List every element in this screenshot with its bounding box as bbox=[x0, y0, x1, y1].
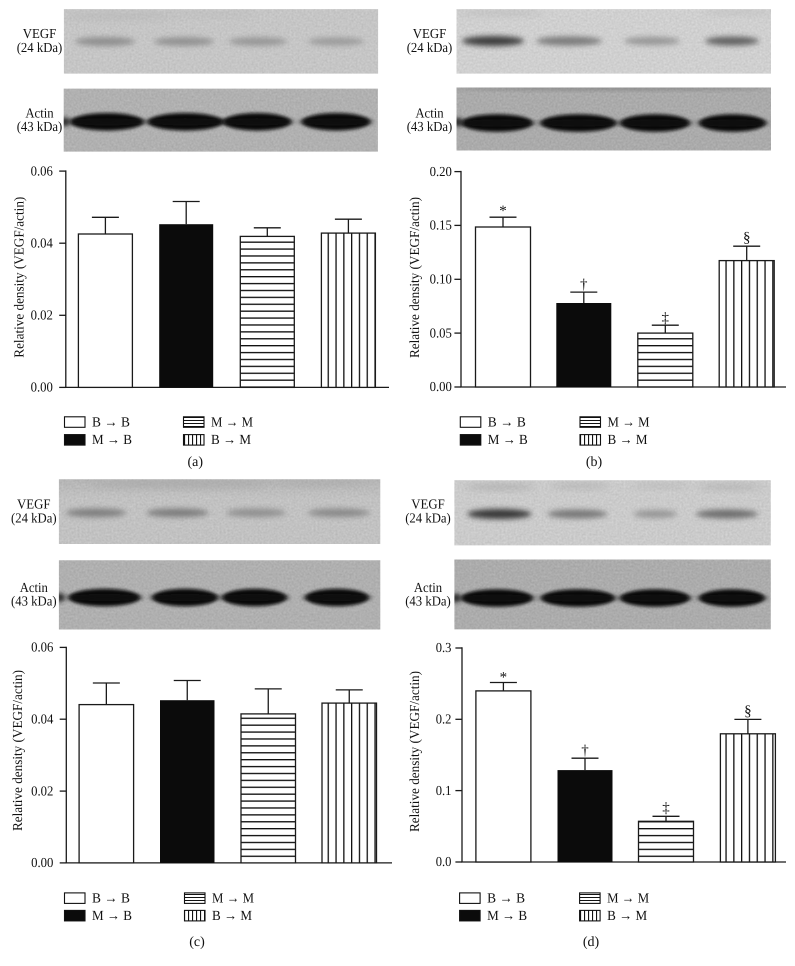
svg-text:(43 kDa): (43 kDa) bbox=[407, 119, 453, 134]
svg-text:‡: ‡ bbox=[662, 801, 670, 817]
svg-text:0.20: 0.20 bbox=[430, 164, 452, 179]
svg-text:B → M: B → M bbox=[211, 433, 252, 448]
svg-text:(b): (b) bbox=[586, 455, 603, 470]
svg-text:B → M: B → M bbox=[608, 433, 649, 448]
svg-text:M → M: M → M bbox=[608, 415, 650, 430]
svg-text:Relative density (VEGF/actin): Relative density (VEGF/actin) bbox=[10, 670, 25, 831]
svg-text:§: § bbox=[744, 703, 752, 719]
svg-text:0.05: 0.05 bbox=[430, 325, 452, 340]
svg-text:Actin: Actin bbox=[415, 106, 443, 121]
svg-text:(d): (d) bbox=[583, 935, 600, 950]
svg-text:0.00: 0.00 bbox=[31, 855, 53, 870]
svg-text:VEGF: VEGF bbox=[413, 26, 447, 41]
svg-text:0.04: 0.04 bbox=[31, 711, 53, 726]
svg-text:M → B: M → B bbox=[487, 909, 527, 924]
svg-text:(24 kDa): (24 kDa) bbox=[11, 511, 57, 526]
svg-text:§: § bbox=[743, 230, 751, 246]
svg-text:(c): (c) bbox=[189, 935, 205, 950]
svg-text:VEGF: VEGF bbox=[411, 497, 445, 512]
svg-text:B → B: B → B bbox=[487, 892, 525, 907]
svg-text:†: † bbox=[580, 277, 588, 293]
svg-text:0.2: 0.2 bbox=[436, 712, 452, 727]
svg-text:(a): (a) bbox=[188, 455, 204, 470]
svg-text:0.0: 0.0 bbox=[436, 854, 452, 869]
svg-text:M → B: M → B bbox=[92, 909, 132, 924]
svg-text:0.3: 0.3 bbox=[436, 640, 452, 655]
svg-text:M → M: M → M bbox=[211, 415, 253, 430]
svg-text:Actin: Actin bbox=[20, 580, 48, 595]
svg-text:*: * bbox=[500, 670, 508, 686]
svg-text:B → M: B → M bbox=[607, 909, 648, 924]
svg-text:0.02: 0.02 bbox=[31, 783, 53, 798]
svg-text:(24 kDa): (24 kDa) bbox=[17, 40, 63, 55]
svg-text:0.06: 0.06 bbox=[31, 163, 53, 178]
svg-text:0.00: 0.00 bbox=[430, 379, 452, 394]
svg-text:0.02: 0.02 bbox=[31, 308, 53, 323]
svg-text:0.15: 0.15 bbox=[430, 218, 452, 233]
svg-text:(24 kDa): (24 kDa) bbox=[407, 40, 453, 55]
svg-text:‡: ‡ bbox=[662, 311, 670, 327]
svg-text:B → B: B → B bbox=[92, 892, 130, 907]
svg-text:(43 kDa): (43 kDa) bbox=[11, 594, 57, 609]
svg-text:B → M: B → M bbox=[212, 909, 253, 924]
svg-text:0.00: 0.00 bbox=[31, 380, 53, 395]
svg-text:(43 kDa): (43 kDa) bbox=[17, 119, 63, 134]
svg-text:(43 kDa): (43 kDa) bbox=[405, 594, 451, 609]
svg-text:0.1: 0.1 bbox=[436, 783, 452, 798]
svg-text:0.04: 0.04 bbox=[31, 235, 53, 250]
svg-text:Relative density (VEGF/actin): Relative density (VEGF/actin) bbox=[407, 197, 422, 358]
svg-text:0.06: 0.06 bbox=[31, 640, 53, 655]
svg-text:Relative density (VEGF/actin): Relative density (VEGF/actin) bbox=[12, 197, 27, 358]
svg-text:VEGF: VEGF bbox=[17, 497, 51, 512]
svg-text:M → B: M → B bbox=[488, 433, 528, 448]
svg-text:Actin: Actin bbox=[25, 106, 53, 121]
svg-text:B → B: B → B bbox=[488, 415, 526, 430]
svg-text:0.10: 0.10 bbox=[430, 272, 452, 287]
svg-text:VEGF: VEGF bbox=[23, 26, 57, 41]
svg-text:M → B: M → B bbox=[92, 433, 132, 448]
svg-text:*: * bbox=[499, 204, 507, 220]
svg-text:B → B: B → B bbox=[92, 415, 130, 430]
svg-text:Actin: Actin bbox=[414, 580, 442, 595]
svg-text:M → M: M → M bbox=[607, 892, 649, 907]
svg-text:(24 kDa): (24 kDa) bbox=[405, 511, 451, 526]
svg-text:†: † bbox=[581, 743, 589, 759]
svg-text:Relative density (VEGF/actin): Relative density (VEGF/actin) bbox=[407, 671, 422, 832]
svg-text:M → M: M → M bbox=[212, 892, 254, 907]
